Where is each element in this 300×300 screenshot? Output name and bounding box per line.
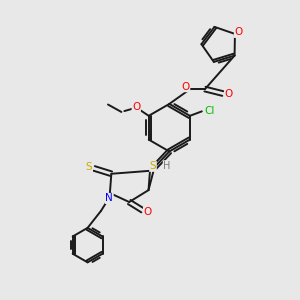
Text: Cl: Cl xyxy=(204,106,214,116)
Text: O: O xyxy=(234,27,243,38)
Text: O: O xyxy=(225,89,233,99)
Text: S: S xyxy=(86,162,92,172)
Text: N: N xyxy=(105,194,113,203)
Text: H: H xyxy=(163,161,171,171)
Text: O: O xyxy=(182,82,190,92)
Text: S: S xyxy=(150,161,156,171)
Text: O: O xyxy=(132,103,140,112)
Text: O: O xyxy=(143,207,152,217)
